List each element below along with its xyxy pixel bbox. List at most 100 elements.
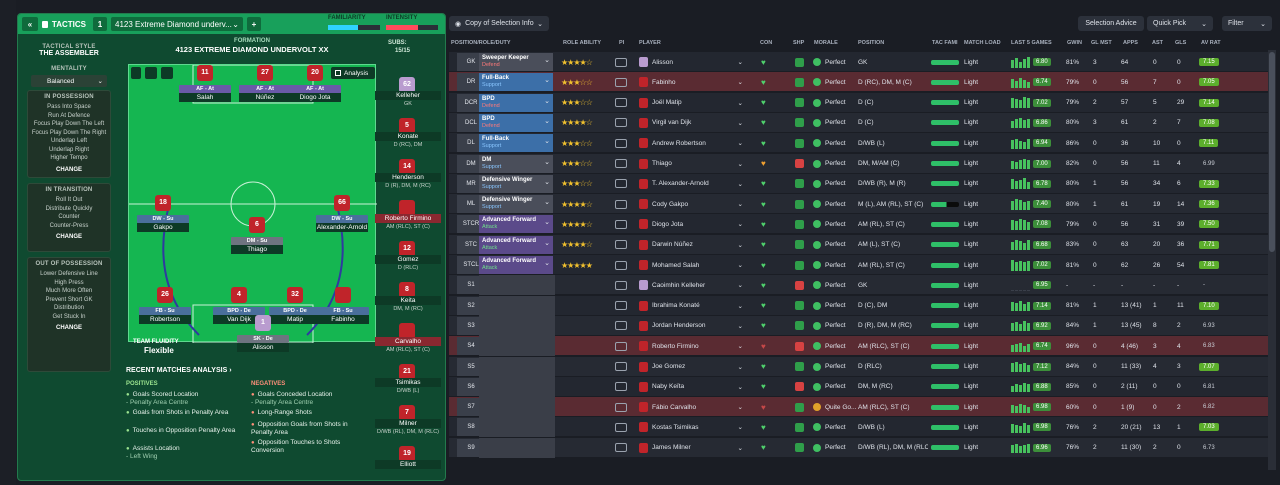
player-instructions-icon[interactable] <box>615 214 631 234</box>
player-name-cell[interactable]: Joe Gomez ⌄ <box>639 357 745 377</box>
table-row[interactable]: S2 Ibrahima Konaté ⌄ ♥ Perfect D (C), DM Light… <box>449 295 1268 316</box>
pitch-player-card[interactable]: 27 AF - At Núñez <box>239 65 291 103</box>
position-slot[interactable]: S1 <box>457 276 485 295</box>
position-slot[interactable]: S4 <box>457 337 485 356</box>
role-duty-select[interactable]: Full-Back Support ⌄ <box>479 73 553 92</box>
position-slot[interactable]: S3 <box>457 316 485 335</box>
player-role-tag[interactable]: AF - At <box>289 85 341 93</box>
pitch-player-card[interactable]: 20 AF - At Diogo Jota <box>289 65 341 103</box>
pitch-player-card[interactable]: FB - Su Fabinho <box>317 287 369 325</box>
player-name-cell[interactable]: Andrew Robertson ⌄ <box>639 133 745 153</box>
position-slot[interactable]: STCR <box>457 215 485 234</box>
player-name-cell[interactable]: Cody Gakpo ⌄ <box>639 194 745 214</box>
sub-player-card[interactable]: 5 Konate D (RC), DM <box>375 118 441 150</box>
player-instructions-icon[interactable] <box>615 336 631 356</box>
position-slot[interactable]: DR <box>457 73 485 92</box>
player-name-cell[interactable]: Jordan Henderson ⌄ <box>639 316 745 336</box>
position-slot[interactable]: STC <box>457 235 485 254</box>
pitch-player-card[interactable]: 18 DW - Su Gakpo <box>137 195 189 233</box>
col-gwin[interactable]: GWIN <box>1067 40 1082 46</box>
tactical-style-value[interactable]: THE ASSEMBLER <box>39 50 99 57</box>
sub-player-card[interactable]: 12 Gomez D (RLC) <box>375 241 441 273</box>
player-instructions-icon[interactable] <box>615 417 631 437</box>
position-slot[interactable]: GK <box>457 53 485 71</box>
table-row[interactable]: DR Full-Back Support ⌄ ★★★☆☆ Fabinho ⌄ ♥ Perfect… <box>449 72 1268 93</box>
sub-player-card[interactable]: 7 Milner D/WB (RL), DM, M (RLC) <box>375 405 441 437</box>
sub-player-card[interactable]: Carvalho AM (RLC), ST (C) <box>375 323 441 355</box>
player-role-tag[interactable]: AF - At <box>239 85 291 93</box>
position-slot[interactable]: S7 <box>457 398 485 417</box>
table-row[interactable]: DM DM Support ⌄ ★★★☆☆ Thiago ⌄ ♥ Perfect DM, M/AM… <box>449 153 1268 174</box>
col-position-role[interactable]: POSITION/ROLE/DUTY <box>451 40 511 46</box>
sub-player-card[interactable]: 19 Elliott <box>375 446 441 478</box>
add-tactic-button[interactable]: + <box>247 17 261 31</box>
player-name-cell[interactable]: Darwin Núñez ⌄ <box>639 235 745 255</box>
selection-advice-button[interactable]: Selection Advice <box>1078 16 1144 31</box>
position-slot[interactable]: DM <box>457 154 485 173</box>
table-row[interactable]: S6 Naby Keïta ⌄ ♥ Perfect DM, M (RC) Light 6.88… <box>449 376 1268 397</box>
role-duty-select[interactable]: BPD Defend ⌄ <box>479 113 553 132</box>
table-row[interactable]: S8 Kostas Tsimikas ⌄ ♥ Perfect D/WB (L) Light 6… <box>449 417 1268 438</box>
col-player[interactable]: PLAYER <box>639 40 661 46</box>
player-instructions-icon[interactable] <box>615 255 631 275</box>
player-role-tag[interactable]: BPD - De <box>269 307 321 315</box>
col-last5[interactable]: LAST 5 GAMES <box>1011 40 1052 46</box>
change-button[interactable]: CHANGE <box>55 166 82 173</box>
analysis-title[interactable]: RECENT MATCHES ANALYSIS › <box>126 367 232 374</box>
player-role-tag[interactable]: FB - Su <box>139 307 191 315</box>
analysis-toggle[interactable]: Analysis <box>331 67 375 79</box>
tactic-slot-number[interactable]: 1 <box>93 17 107 31</box>
sub-player-card[interactable]: 8 Keita DM, M (RC) <box>375 282 441 314</box>
position-slot[interactable]: MR <box>457 174 485 193</box>
table-row[interactable]: STCR Advanced Forward Attack ⌄ ★★★★☆ Diogo Jo… <box>449 214 1268 235</box>
formation-name[interactable]: 4123 EXTREME DIAMOND UNDERVOLT XX <box>175 45 329 54</box>
player-instructions-icon[interactable] <box>615 133 631 153</box>
sub-player-card[interactable]: 62 Kelleher GK <box>375 77 441 109</box>
player-role-tag[interactable]: DW - Su <box>316 215 368 223</box>
view-select[interactable]: ◉ Copy of Selection Info ⌄ <box>449 16 549 31</box>
player-name-cell[interactable]: Caoimhin Kelleher ⌄ <box>639 275 745 295</box>
position-slot[interactable]: S6 <box>457 377 485 396</box>
quick-pick-button[interactable]: Quick Pick ⌄ <box>1147 16 1213 31</box>
role-duty-select[interactable]: Defensive Winger Support ⌄ <box>479 195 553 214</box>
role-duty-select[interactable]: Advanced Forward Attack ⌄ <box>479 256 553 274</box>
position-slot[interactable]: S5 <box>457 357 485 376</box>
table-row[interactable]: ML Defensive Winger Support ⌄ ★★★★☆ Cody Gakp… <box>449 194 1268 215</box>
col-av-rat[interactable]: AV RAT <box>1201 40 1221 46</box>
lineup-icon[interactable] <box>161 67 173 79</box>
player-name-cell[interactable]: Kostas Tsimikas ⌄ <box>639 417 745 437</box>
col-morale[interactable]: MORALE <box>814 40 838 46</box>
table-row[interactable]: DCL BPD Defend ⌄ ★★★★☆ Virgil van Dijk ⌄ ♥ Perfe… <box>449 112 1268 133</box>
pitch-player-card[interactable]: 4 BPD - De Van Dijk <box>213 287 265 325</box>
position-slot[interactable]: DCR <box>457 93 485 112</box>
player-instructions-icon[interactable] <box>615 113 631 133</box>
sub-player-card[interactable]: 21 Tsimikas D/WB (L) <box>375 364 441 396</box>
table-row[interactable]: S1 Caoimhin Kelleher ⌄ ♥ Perfect GK Light 6.95 -… <box>449 275 1268 296</box>
role-duty-select[interactable]: Advanced Forward Attack ⌄ <box>479 235 553 254</box>
player-name-cell[interactable]: Alisson ⌄ <box>639 52 745 72</box>
player-role-tag[interactable]: AF - At <box>179 85 231 93</box>
player-instructions-icon[interactable] <box>615 52 631 72</box>
table-row[interactable]: DL Full-Back Support ⌄ ★★★☆☆ Andrew Robertson… <box>449 133 1268 154</box>
col-position[interactable]: POSITION <box>858 40 885 46</box>
player-role-tag[interactable]: DM - Su <box>231 237 283 245</box>
player-name-cell[interactable]: Diogo Jota ⌄ <box>639 214 745 234</box>
position-slot[interactable]: S2 <box>457 296 485 315</box>
table-row[interactable]: S7 Fábio Carvalho ⌄ ♥ Quite Go... AM (RLC), S… <box>449 397 1268 418</box>
player-instructions-icon[interactable] <box>615 154 631 174</box>
table-row[interactable]: S3 Jordan Henderson ⌄ ♥ Perfect D (R), DM, M … <box>449 315 1268 336</box>
player-instructions-icon[interactable] <box>615 357 631 377</box>
pitch-player-card[interactable]: 11 AF - At Salah <box>179 65 231 103</box>
role-duty-select[interactable]: Sweeper Keeper Defend ⌄ <box>479 53 553 71</box>
position-slot[interactable]: S9 <box>457 438 485 457</box>
player-name-cell[interactable]: Thiago ⌄ <box>639 154 745 174</box>
player-instructions-icon[interactable] <box>615 93 631 113</box>
filter-button[interactable]: Filter ⌄ <box>1222 16 1272 31</box>
change-button[interactable]: CHANGE <box>55 234 82 240</box>
change-button[interactable]: CHANGE <box>55 325 82 331</box>
position-slot[interactable]: S8 <box>457 418 485 437</box>
player-name-cell[interactable]: Fabinho ⌄ <box>639 72 745 92</box>
pitch-player-card[interactable]: 1 SK - De Alisson <box>237 315 289 353</box>
col-shp[interactable]: SHP <box>793 40 805 46</box>
back-button[interactable]: « <box>22 17 38 31</box>
